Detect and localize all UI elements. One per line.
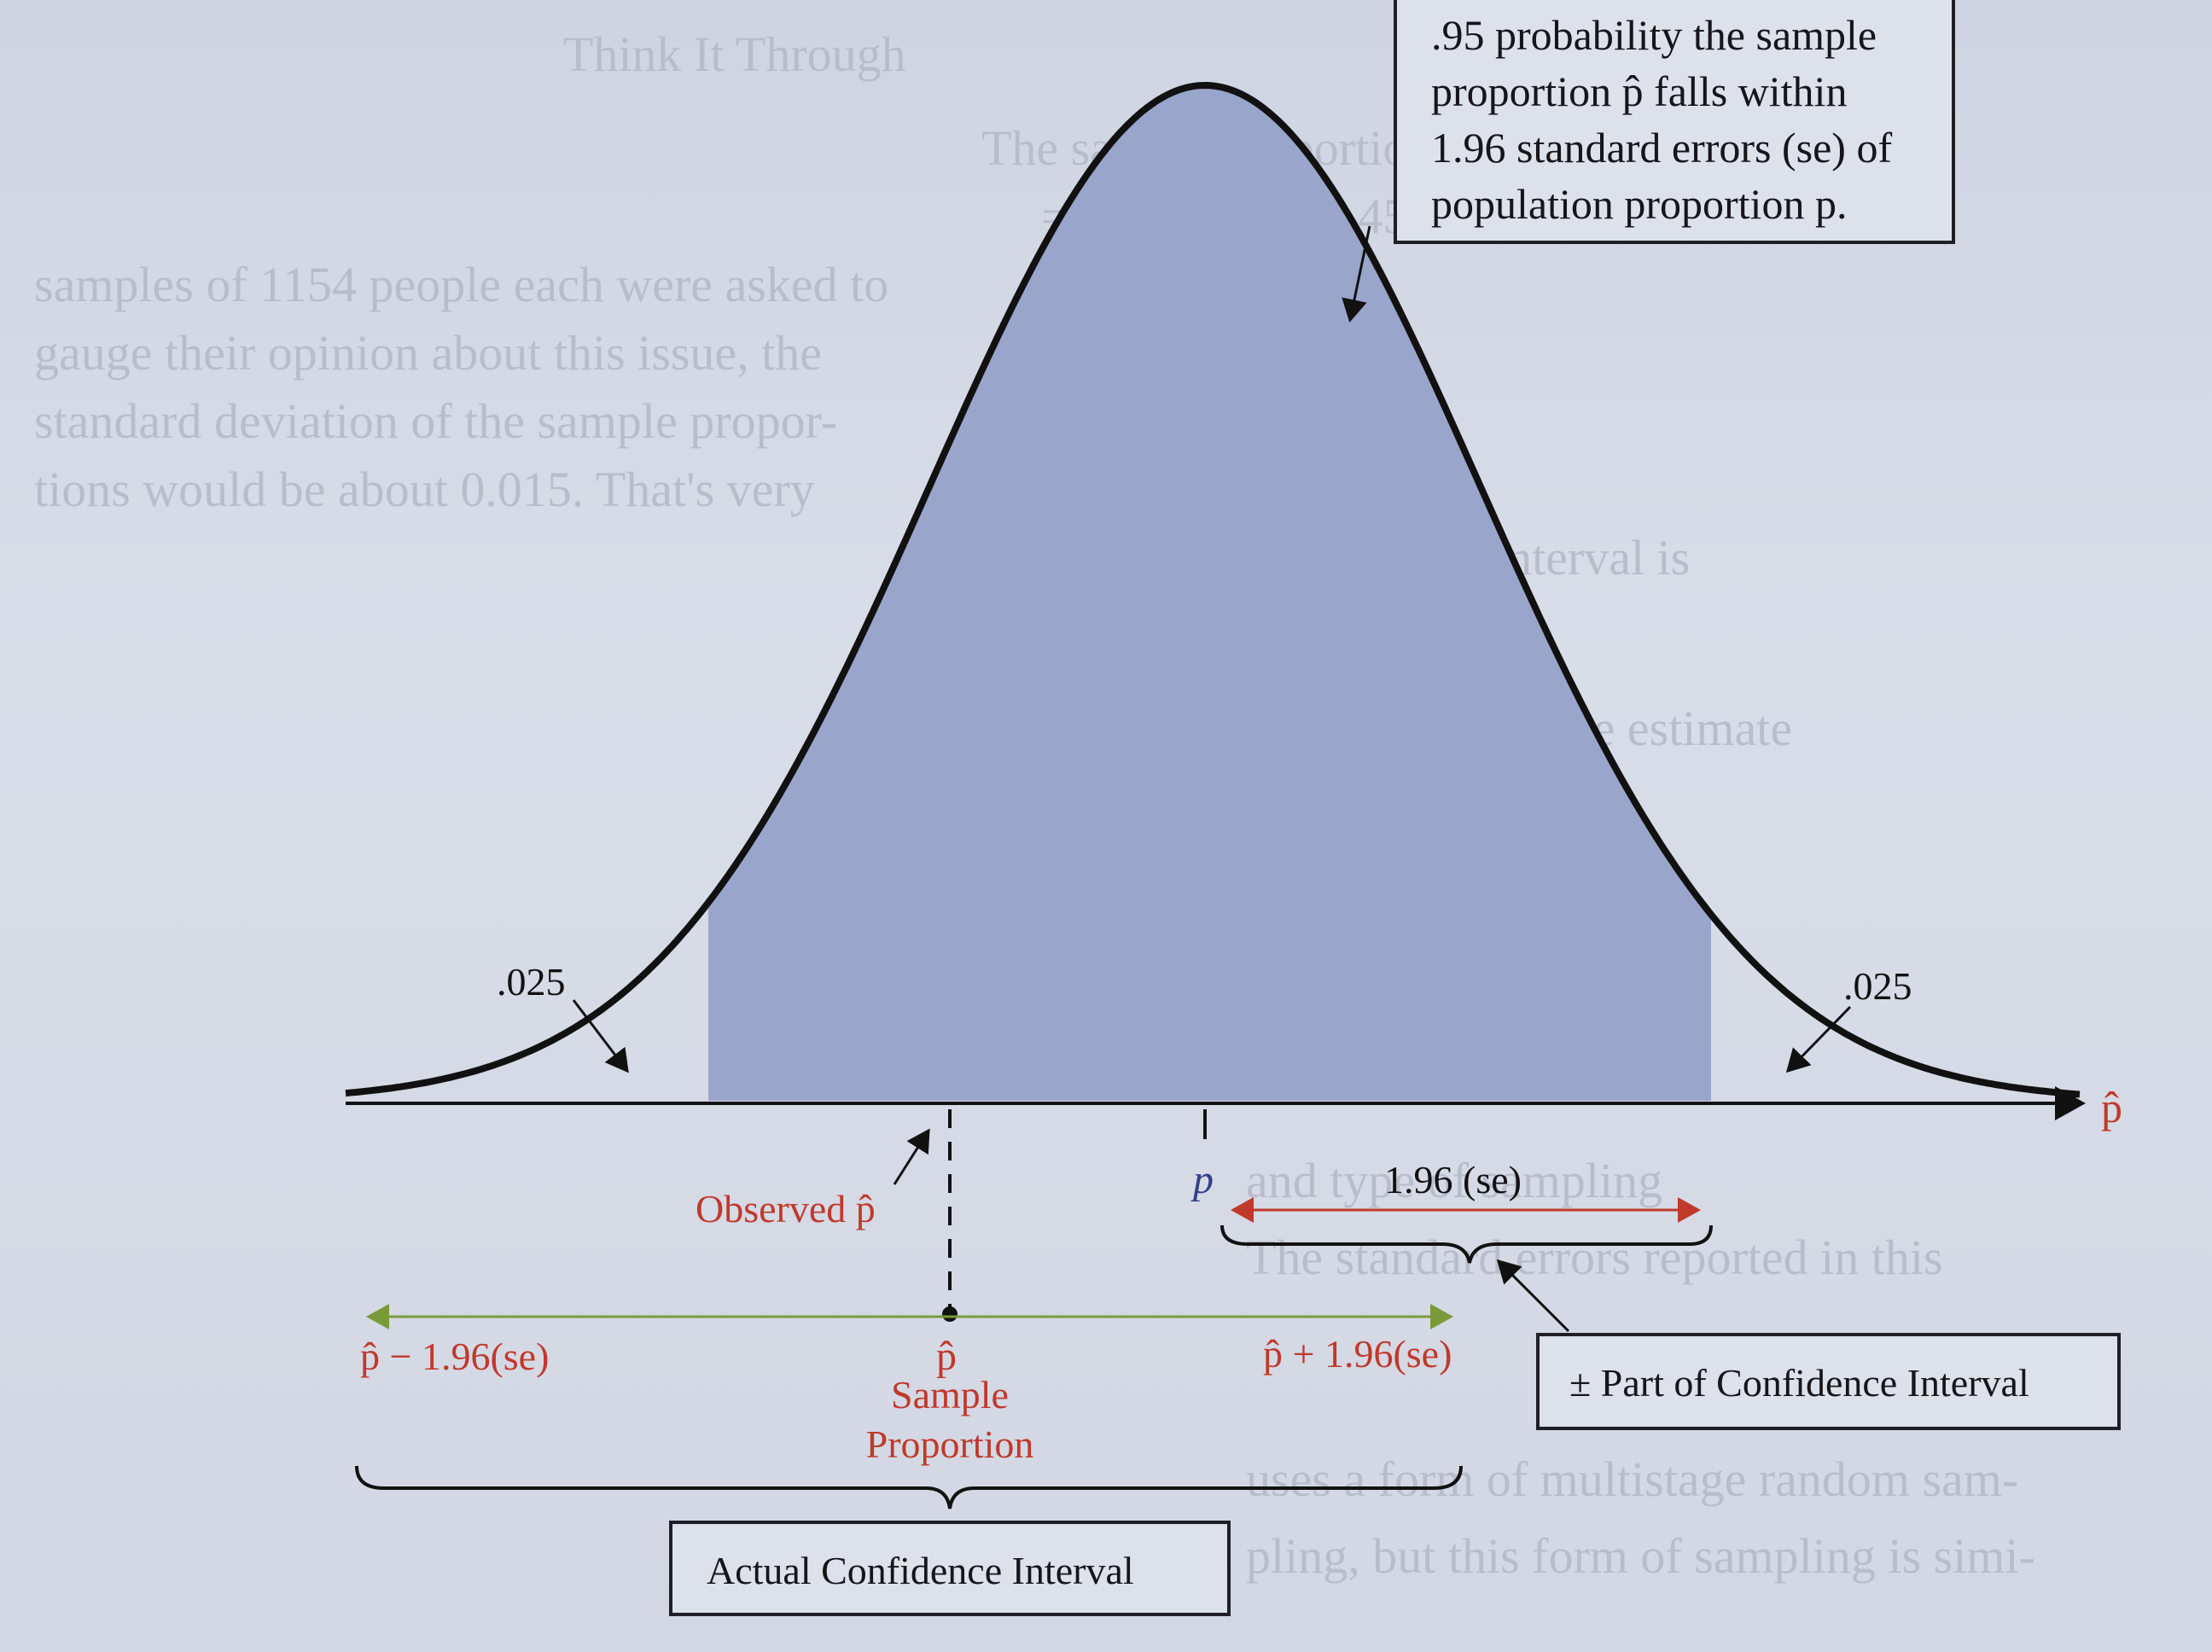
confidence-shaded-area (708, 85, 1711, 1101)
p-label: p (1190, 1157, 1214, 1202)
left-tail-label: .025 (497, 960, 566, 1003)
pm-part-arrow (1496, 1259, 1570, 1333)
phat-label: p̂ (936, 1334, 957, 1379)
callout-line-2: proportion p̂ falls within (1431, 67, 1848, 115)
callout-line-1: .95 probability the sample (1431, 11, 1877, 59)
se-label: 1.96 (se) (1384, 1158, 1522, 1201)
callout-box: .95 probability the sample proportion p̂… (1394, 0, 1955, 244)
ci-brace (355, 1465, 1463, 1509)
actual-ci-label: Actual Confidence Interval (707, 1549, 1134, 1592)
se-brace (1220, 1224, 1713, 1264)
x-axis-label: p̂ (2101, 1084, 2122, 1131)
callout-line-4: population proportion p. (1431, 180, 1848, 228)
callout-arrow (1342, 225, 1371, 323)
upper-bound-label: p̂ + 1.96(se) (1263, 1332, 1452, 1376)
proportion-label: Proportion (866, 1422, 1034, 1466)
right-tail-arrow (1785, 1005, 1852, 1073)
normal-curve (345, 81, 2081, 1098)
right-tail-label: .025 (1843, 964, 1912, 1008)
observed-arrow (893, 1128, 930, 1185)
left-tail-arrow (572, 999, 629, 1073)
pm-part-box: ± Part of Confidence Interval (1536, 1333, 2121, 1430)
actual-ci-box: Actual Confidence Interval (669, 1521, 1231, 1616)
callout-line-3: 1.96 standard errors (se) of (1431, 124, 1893, 172)
observed-phat-label: Observed p̂ (696, 1187, 876, 1230)
sample-proportion-dot (942, 1306, 958, 1322)
lower-bound-label: p̂ − 1.96(se) (360, 1335, 549, 1378)
sample-label: Sample (891, 1373, 1009, 1416)
pm-part-label: ± Part of Confidence Interval (1569, 1361, 2029, 1405)
